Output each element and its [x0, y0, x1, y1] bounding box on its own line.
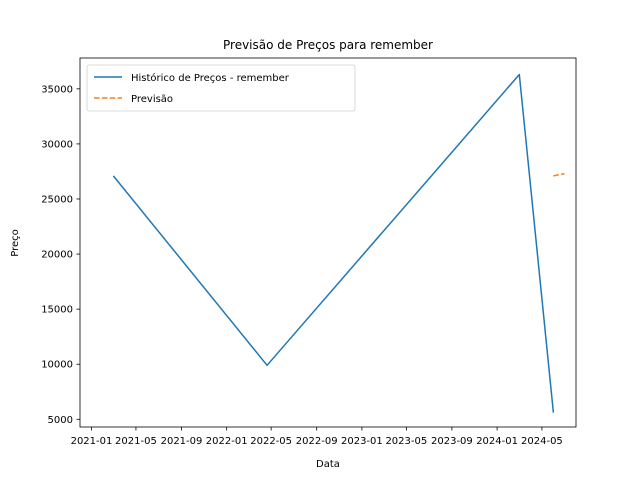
y-tick-label: 15000 — [41, 305, 73, 316]
x-tick-label: 2023-05 — [385, 436, 427, 447]
legend-label-previsao: Previsão — [131, 94, 173, 105]
plot-area — [79, 57, 577, 428]
y-tick-label: 35000 — [41, 84, 73, 95]
legend: Histórico de Preços - remember Previsão — [86, 64, 356, 112]
x-tick-label: 2021-01 — [71, 436, 113, 447]
x-tick-label: 2024-01 — [476, 436, 518, 447]
plot-frame — [79, 57, 577, 428]
chart-title: Previsão de Preços para remember — [223, 38, 433, 52]
y-tick-label: 10000 — [41, 360, 73, 371]
series-line-previsao — [553, 172, 565, 177]
x-tick-label: 2021-09 — [161, 436, 203, 447]
x-tick-label: 2021-05 — [115, 436, 157, 447]
y-axis-label: Preço — [10, 229, 21, 257]
y-tick-label: 5000 — [48, 415, 73, 426]
x-tick-label: 2022-01 — [206, 436, 248, 447]
series-group — [112, 73, 565, 413]
x-tick-label: 2022-09 — [296, 436, 338, 447]
x-tick-label: 2024-05 — [521, 436, 563, 447]
x-tick-label: 2022-05 — [250, 436, 292, 447]
y-tick-label: 25000 — [41, 194, 73, 205]
x-axis-label: Data — [316, 459, 340, 470]
y-axis: 5000 10000 15000 20000 25000 30000 35000 — [41, 84, 80, 426]
y-tick-label: 30000 — [41, 139, 73, 150]
x-tick-label: 2023-09 — [431, 436, 473, 447]
y-tick-label: 20000 — [41, 250, 73, 261]
x-tick-label: 2023-01 — [341, 436, 383, 447]
legend-label-historico: Histórico de Preços - remember — [131, 72, 290, 84]
x-axis: 2021-01 2021-05 2021-09 2022-01 2022-05 2022-… — [71, 427, 563, 447]
legend-box — [86, 64, 356, 112]
series-line-historico — [112, 73, 555, 413]
